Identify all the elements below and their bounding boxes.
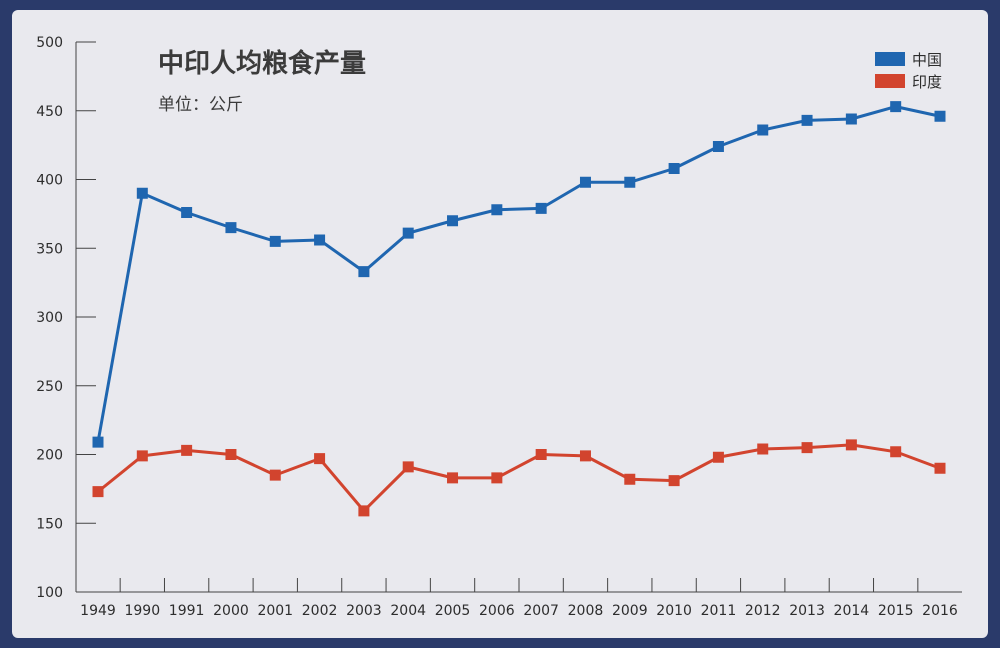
series-line-0	[96, 105, 941, 443]
x-tick-label: 2005	[435, 603, 471, 619]
y-tick-label: 350	[36, 241, 63, 257]
data-point-1-16	[801, 442, 813, 454]
data-point-1-7	[402, 461, 414, 473]
data-point-0-8	[447, 215, 459, 227]
data-point-1-10	[535, 449, 547, 460]
x-tick-label: 2015	[878, 603, 914, 619]
data-point-1-15	[757, 443, 769, 455]
data-point-1-5	[314, 453, 326, 465]
x-tick-label: 2002	[302, 603, 338, 619]
y-tick-label: 300	[36, 310, 63, 326]
chart-title: 中印人均粮食产量	[158, 48, 366, 79]
x-tick-label: 2000	[213, 603, 249, 619]
data-point-1-13	[668, 475, 680, 487]
x-tick-label: 2009	[612, 603, 648, 619]
x-tick-label: 2016	[922, 603, 958, 619]
y-tick-label: 150	[36, 516, 63, 532]
data-point-0-10	[535, 202, 547, 214]
data-point-0-17	[845, 113, 857, 125]
legend-label-china: 中国	[912, 51, 942, 69]
y-tick-label: 450	[36, 104, 63, 120]
data-point-0-11	[579, 176, 591, 188]
data-point-1-2	[181, 444, 193, 456]
x-tick-label: 2006	[479, 603, 515, 619]
data-point-0-4	[269, 235, 281, 247]
y-tick-label: 250	[36, 379, 63, 395]
data-point-0-18	[890, 101, 902, 113]
data-point-0-15	[757, 124, 769, 136]
y-tick-label: 100	[36, 585, 63, 601]
data-point-1-17	[845, 439, 857, 451]
x-tick-label: 2010	[656, 603, 692, 619]
x-tick-label: 2003	[346, 603, 382, 619]
x-tick-label: 2007	[523, 603, 559, 619]
x-tick-label: 1949	[80, 603, 116, 619]
x-tick-label: 2004	[390, 603, 426, 619]
data-point-1-11	[579, 450, 591, 462]
y-tick-label: 200	[36, 448, 63, 464]
data-point-0-6	[358, 266, 370, 278]
axes: 100 150 200 250 300 350 400 450 500 1949 1990 1991 2…	[36, 35, 962, 619]
data-point-1-12	[624, 473, 636, 485]
data-point-0-2	[181, 207, 193, 218]
chart-panel	[12, 10, 988, 638]
legend-swatch-china	[875, 52, 905, 66]
data-point-0-16	[801, 114, 813, 126]
series-line-1	[97, 443, 941, 513]
x-tick-label: 1990	[124, 603, 160, 619]
data-point-1-3	[225, 449, 237, 460]
legend: 中国 印度	[875, 51, 942, 91]
data-point-0-12	[624, 176, 636, 188]
data-point-0-14	[712, 141, 724, 152]
chart-subtitle: 单位：公斤	[158, 95, 243, 115]
x-tick-label: 1991	[169, 603, 205, 619]
series-layer	[92, 101, 946, 517]
data-point-0-3	[225, 222, 237, 234]
legend-label-india: 印度	[912, 73, 942, 91]
data-point-0-9	[491, 204, 503, 216]
data-point-1-19	[934, 462, 946, 474]
y-tick-label: 500	[36, 35, 63, 51]
x-tick-label: 2014	[834, 603, 870, 619]
data-point-1-8	[447, 472, 459, 484]
data-point-0-1	[136, 187, 148, 199]
x-tick-label: 2011	[701, 603, 737, 619]
data-point-1-9	[491, 472, 503, 484]
x-tick-label: 2008	[568, 603, 604, 619]
data-point-1-4	[269, 469, 281, 481]
y-tick-label: 400	[36, 173, 63, 189]
x-tick-label: 2012	[745, 603, 781, 619]
data-point-1-0	[92, 486, 104, 498]
data-point-0-13	[668, 163, 680, 174]
data-point-1-14	[712, 451, 724, 463]
data-point-1-6	[358, 505, 370, 517]
data-point-0-5	[314, 234, 326, 246]
data-point-1-18	[890, 446, 902, 458]
legend-swatch-india	[875, 74, 905, 88]
x-tick-label: 2001	[257, 603, 293, 619]
x-tick-label: 2013	[789, 603, 825, 619]
data-point-1-1	[136, 450, 148, 462]
data-point-0-0	[92, 436, 104, 448]
data-point-0-19	[934, 110, 946, 122]
data-point-0-7	[402, 227, 414, 239]
